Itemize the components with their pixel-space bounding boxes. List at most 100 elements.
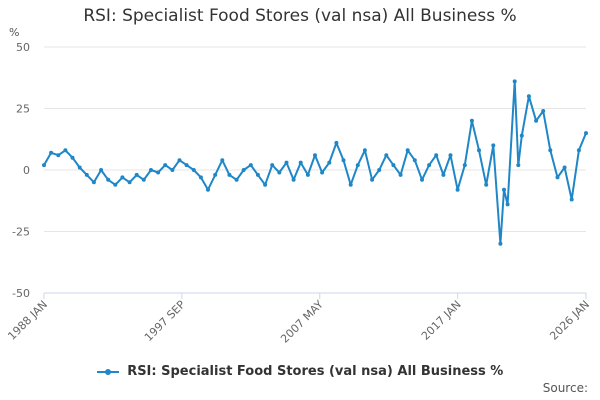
data-point	[320, 170, 325, 175]
data-point	[512, 79, 517, 84]
data-point	[526, 94, 531, 99]
data-point	[177, 158, 182, 163]
series-line	[43, 80, 587, 245]
data-point	[384, 153, 389, 158]
data-point	[398, 172, 403, 177]
data-point	[206, 187, 210, 192]
y-axis-unit-label: %	[9, 26, 19, 39]
data-point	[141, 177, 146, 182]
data-point	[248, 163, 253, 168]
legend-label: RSI: Specialist Food Stores (val nsa) Al…	[127, 364, 504, 379]
data-point	[255, 172, 260, 177]
data-point	[477, 148, 481, 153]
source-credit: Source:	[542, 381, 588, 395]
data-point	[284, 160, 289, 165]
y-tick-label: 50	[16, 41, 30, 54]
data-point	[348, 182, 353, 187]
data-point	[519, 133, 524, 138]
y-tick-label: 25	[16, 103, 30, 116]
y-axis-ticks: 50 25 0 -25 -50	[12, 41, 30, 300]
data-point	[313, 153, 317, 158]
data-point	[441, 172, 446, 177]
data-point	[362, 148, 367, 153]
data-point	[170, 168, 175, 172]
data-point	[412, 158, 417, 163]
data-point	[569, 197, 574, 202]
x-tick-label: 2026 JAN	[547, 298, 592, 343]
data-point	[149, 168, 153, 172]
data-point	[327, 160, 332, 165]
legend-line-marker-icon	[96, 367, 119, 377]
data-point	[63, 148, 68, 153]
data-point	[541, 109, 546, 113]
data-point	[341, 158, 346, 163]
data-point	[120, 175, 125, 180]
data-point	[555, 175, 560, 180]
data-point	[198, 175, 203, 180]
data-point	[516, 163, 521, 168]
data-point	[42, 163, 46, 168]
data-point	[134, 172, 139, 177]
data-point	[548, 148, 553, 153]
x-tick-label: 1997 SEP	[142, 298, 188, 344]
data-point	[377, 168, 382, 172]
x-axis-ticks: 1988 JAN 1997 SEP 2007 MAY 2017 JAN 2026 JAN	[5, 293, 592, 346]
data-point	[434, 153, 439, 158]
y-tick-label: -25	[12, 226, 30, 239]
data-point	[277, 170, 282, 175]
series-layer	[42, 79, 588, 246]
data-point	[448, 153, 453, 158]
x-tick-label: 1988 JAN	[5, 298, 50, 343]
data-point	[455, 187, 460, 192]
data-point	[291, 177, 296, 182]
data-point	[263, 182, 268, 187]
data-point	[584, 131, 588, 136]
data-point	[469, 118, 474, 123]
data-point	[484, 182, 489, 187]
legend[interactable]: RSI: Specialist Food Stores (val nsa) Al…	[0, 364, 600, 379]
x-tick-label: 2017 JAN	[419, 298, 464, 343]
data-point	[502, 187, 506, 192]
data-point	[391, 163, 396, 168]
data-point	[270, 163, 275, 168]
x-tick-label: 2007 MAY	[278, 298, 326, 346]
data-point	[77, 165, 82, 170]
data-point	[420, 177, 424, 182]
data-point	[562, 165, 567, 170]
data-point	[184, 163, 189, 168]
data-point	[163, 163, 168, 168]
data-point	[305, 172, 310, 177]
data-point	[91, 180, 96, 185]
data-point	[505, 202, 510, 207]
data-point	[427, 163, 432, 168]
data-point	[56, 153, 61, 158]
data-point	[227, 172, 232, 177]
data-point	[298, 160, 303, 165]
gridlines	[44, 46, 586, 294]
chart-title: RSI: Specialist Food Stores (val nsa) Al…	[83, 6, 517, 26]
data-point	[127, 180, 132, 185]
data-point	[99, 168, 104, 172]
data-point	[84, 172, 89, 177]
data-point	[113, 182, 118, 187]
data-point	[534, 118, 539, 123]
data-point	[405, 148, 410, 153]
data-point	[355, 163, 360, 168]
data-point	[49, 150, 54, 155]
data-point	[234, 177, 239, 182]
data-point	[576, 148, 581, 153]
data-point	[498, 241, 503, 246]
data-point	[220, 158, 225, 163]
data-point	[241, 168, 246, 172]
data-point	[106, 177, 111, 182]
y-tick-label: -50	[12, 287, 30, 300]
data-point	[491, 143, 496, 148]
y-tick-label: 0	[23, 164, 30, 177]
data-point	[213, 172, 218, 177]
data-point	[70, 155, 75, 160]
data-point	[462, 163, 467, 168]
data-point	[156, 170, 161, 175]
data-point	[334, 140, 339, 145]
data-point	[191, 168, 196, 172]
